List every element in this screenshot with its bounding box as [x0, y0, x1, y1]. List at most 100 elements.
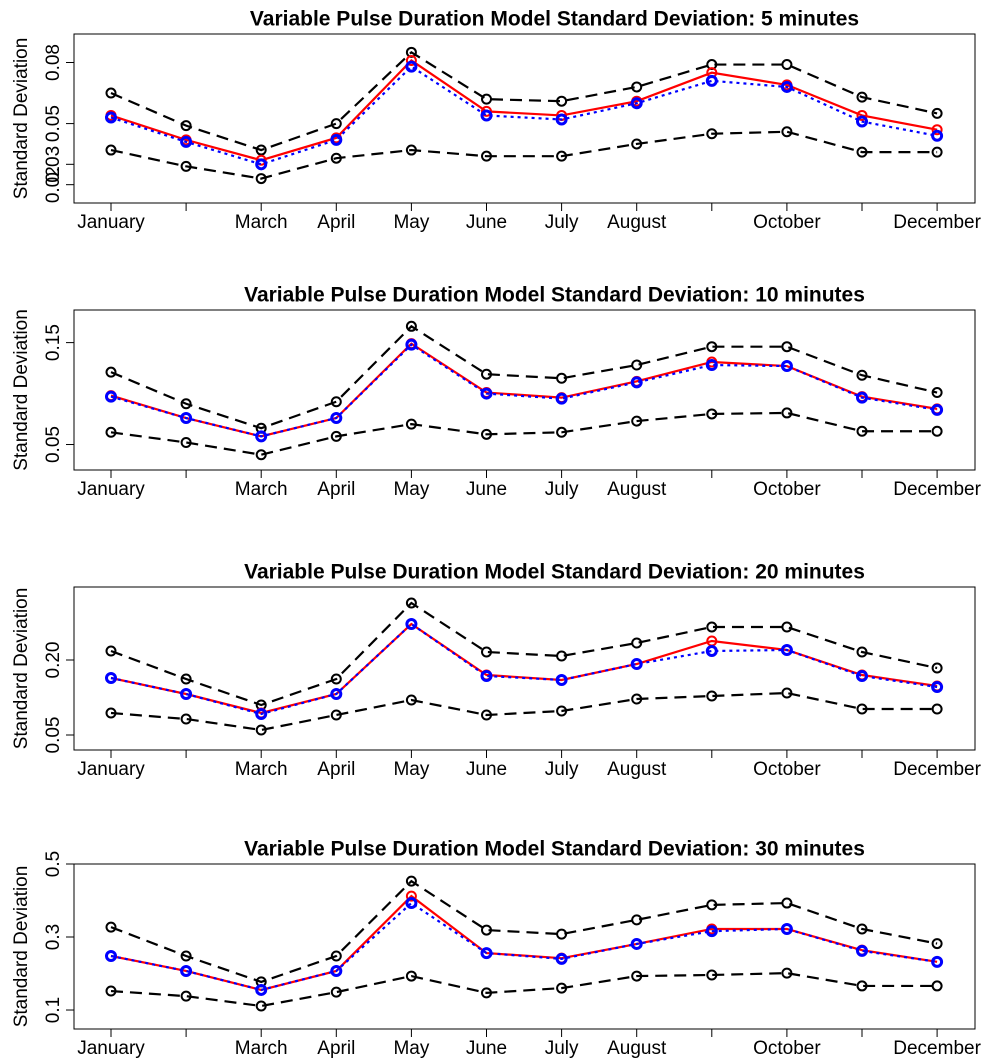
y-tick-label: 0.3 [43, 924, 64, 950]
point [481, 987, 492, 999]
point [856, 115, 868, 128]
x-tick-label: August [607, 1038, 667, 1059]
point [556, 426, 568, 438]
point [705, 74, 718, 87]
x-tick-label: April [317, 759, 355, 780]
point [255, 983, 268, 996]
point [856, 369, 868, 381]
plot-frame [73, 586, 976, 751]
x-tick-label: July [545, 1038, 579, 1059]
point [330, 133, 343, 146]
point [631, 81, 643, 93]
x-tick-label: January [77, 759, 145, 780]
y-tick-label: 0.05 [43, 717, 64, 754]
y-tick-label: 0.05 [43, 426, 64, 463]
x-tick-label: January [77, 212, 145, 233]
x-tick-label: December [893, 759, 981, 780]
x-tick-label: August [607, 212, 667, 233]
point [255, 1000, 267, 1012]
x-tick-label: December [893, 1038, 981, 1059]
point [780, 644, 793, 656]
point [255, 173, 267, 185]
point [781, 687, 793, 699]
series-line [110, 972, 938, 1008]
y-axis-label: Standard Deviation [11, 588, 32, 750]
point [105, 87, 117, 99]
x-tick-label: October [753, 1038, 821, 1059]
point [555, 674, 568, 686]
point [781, 59, 793, 71]
point [180, 950, 192, 962]
point [481, 709, 492, 721]
point [555, 952, 568, 965]
series-line [110, 601, 938, 707]
x-tick-label: March [235, 479, 288, 500]
point [405, 144, 417, 156]
point [931, 703, 943, 715]
point [781, 341, 793, 353]
y-tick-label: 0.15 [43, 324, 64, 361]
point [931, 146, 943, 158]
point [255, 430, 268, 443]
x-tick-label: June [466, 1038, 507, 1059]
y-tick-label: 0.03 [43, 146, 64, 183]
point [481, 646, 492, 658]
point [105, 366, 117, 378]
x-tick-label: June [466, 212, 507, 233]
point [330, 412, 343, 425]
point [706, 899, 718, 911]
point [180, 412, 193, 425]
point [481, 105, 492, 117]
point [105, 645, 117, 657]
chart-title: Variable Pulse Duration Model Standard D… [250, 8, 859, 31]
point [555, 392, 568, 405]
point [631, 415, 643, 427]
point [180, 160, 192, 172]
point [856, 146, 868, 158]
point [480, 947, 493, 960]
point [330, 709, 342, 721]
point [706, 621, 718, 633]
series-line [110, 343, 938, 438]
series-line [110, 65, 938, 166]
point [405, 54, 417, 66]
point [931, 124, 943, 136]
point [180, 990, 192, 1002]
x-tick-label: July [545, 759, 579, 780]
point [556, 982, 568, 994]
point [931, 955, 944, 968]
point [330, 688, 343, 700]
point [781, 621, 793, 633]
point [405, 418, 417, 430]
x-tick-label: January [77, 479, 145, 500]
point [706, 969, 718, 981]
series-line [110, 879, 938, 984]
point [105, 426, 117, 438]
point [706, 408, 718, 420]
point [481, 428, 492, 440]
x-tick-label: April [317, 479, 355, 500]
point [856, 425, 868, 437]
point [105, 949, 117, 962]
point [180, 398, 192, 410]
x-tick-label: December [893, 212, 981, 233]
point [556, 928, 568, 940]
point [180, 120, 192, 132]
point [931, 938, 943, 950]
x-tick-label: May [393, 759, 429, 780]
point [556, 650, 568, 662]
x-tick-label: March [235, 759, 288, 780]
point [781, 126, 793, 138]
plot-frame [73, 863, 976, 1030]
point [180, 436, 192, 448]
x-tick-label: October [753, 759, 821, 780]
y-tick-label: 0.02 [43, 166, 64, 203]
point [931, 425, 943, 437]
point [856, 391, 868, 404]
x-tick-label: May [393, 1038, 429, 1059]
point [630, 937, 643, 950]
point [631, 138, 643, 150]
point [105, 707, 117, 719]
point [105, 672, 117, 684]
